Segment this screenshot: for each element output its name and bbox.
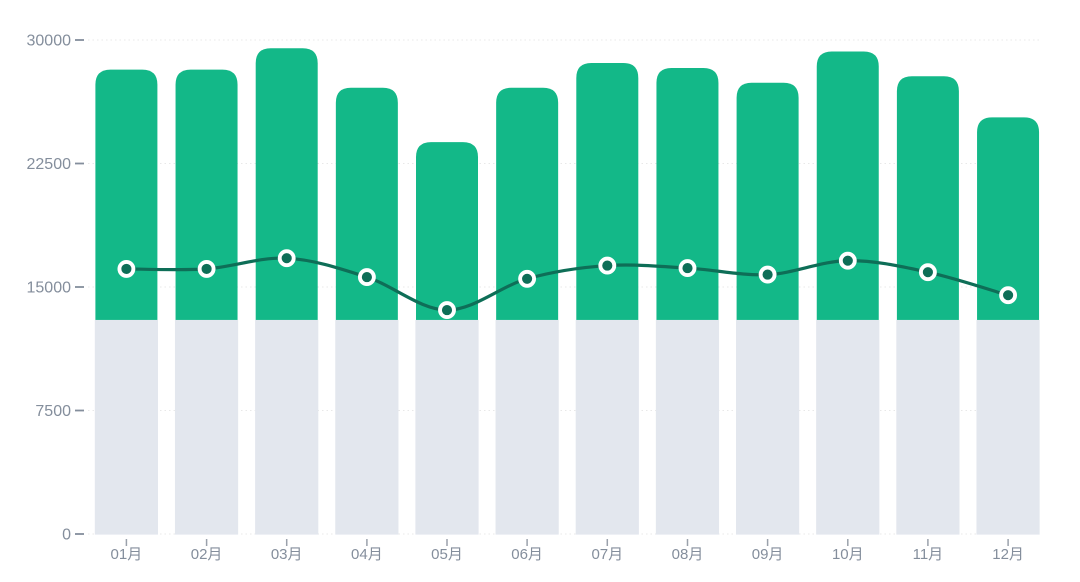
svg-text:02月: 02月	[191, 546, 223, 563]
svg-text:06月: 06月	[511, 546, 543, 563]
svg-text:07月: 07月	[591, 546, 623, 563]
svg-text:12月: 12月	[992, 546, 1024, 563]
svg-text:09月: 09月	[752, 546, 784, 563]
svg-text:22500: 22500	[27, 156, 72, 173]
svg-text:15000: 15000	[27, 280, 72, 297]
svg-text:01月: 01月	[111, 546, 143, 563]
svg-text:30000: 30000	[27, 33, 72, 50]
svg-text:04月: 04月	[351, 546, 383, 563]
svg-text:05月: 05月	[431, 546, 463, 563]
svg-text:03月: 03月	[271, 546, 303, 563]
svg-text:10月: 10月	[832, 546, 864, 563]
svg-text:11月: 11月	[913, 546, 944, 563]
svg-text:7500: 7500	[35, 403, 71, 420]
svg-text:08月: 08月	[672, 546, 704, 563]
svg-text:0: 0	[62, 527, 71, 544]
